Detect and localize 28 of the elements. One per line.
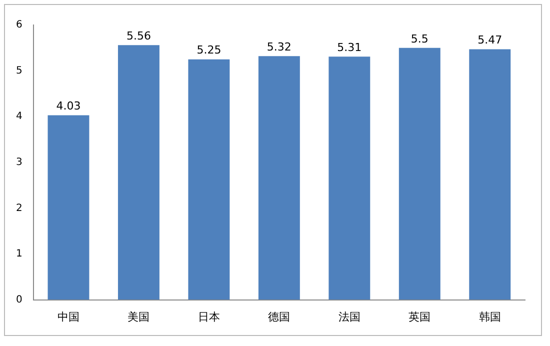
x-tick-label: 中国 [57,310,80,324]
y-tick-label: 2 [16,202,22,214]
y-tick-label: 5 [16,65,22,76]
data-label: 5.47 [478,34,502,47]
x-tick-label: 日本 [198,310,220,324]
x-tick-label: 英国 [408,310,431,324]
data-label: 4.03 [56,100,81,113]
y-tick-label: 6 [16,20,22,31]
data-label: 5.32 [266,40,292,54]
bar [118,45,160,300]
x-tick-label: 德国 [268,310,290,324]
y-tick-label: 3 [16,156,22,168]
data-label: 5.31 [337,40,362,54]
bar [398,48,440,300]
bar [258,56,300,300]
y-tick-label: 0 [16,294,22,306]
x-tick-label: 法国 [338,310,360,324]
x-tick-label: 美国 [128,310,150,324]
y-tick-label: 4 [16,111,22,122]
data-label: 5.56 [126,30,151,43]
data-label: 5.5 [410,32,428,46]
x-tick-label: 韩国 [478,310,501,324]
data-label: 5.25 [196,44,222,57]
y-tick-label: 1 [16,248,22,260]
bar [188,59,230,300]
bar [48,115,90,300]
bar [469,49,511,300]
bar [328,56,370,300]
